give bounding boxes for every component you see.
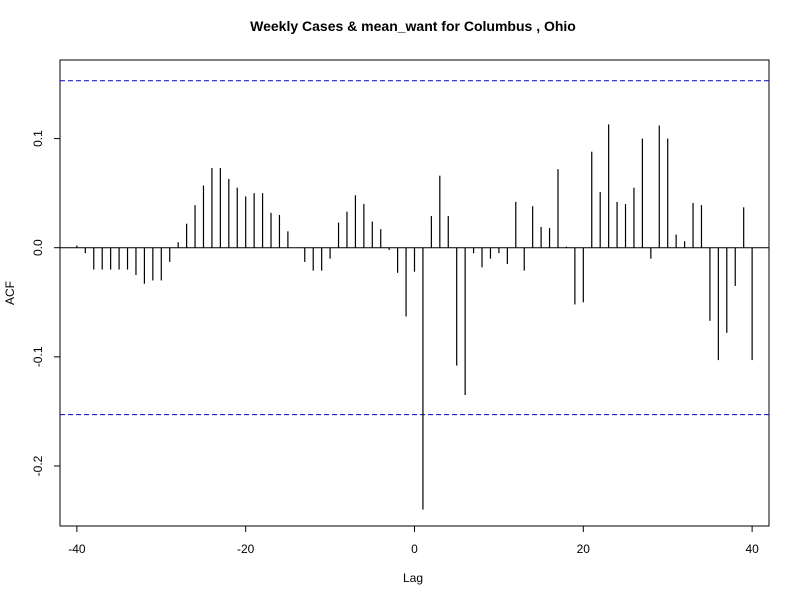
- x-tick-label: -20: [237, 542, 255, 556]
- x-tick-label: 0: [411, 542, 418, 556]
- x-tick-label: 20: [577, 542, 591, 556]
- chart-title: Weekly Cases & mean_want for Columbus , …: [250, 18, 576, 34]
- confidence-bounds: [60, 80, 769, 416]
- y-tick-label: -0.2: [31, 455, 45, 476]
- x-tick-label: -40: [68, 542, 86, 556]
- y-tick-label: 0.0: [31, 239, 45, 256]
- y-tick-label: 0.1: [31, 130, 45, 147]
- x-axis: -40 -20 0 20 40: [68, 526, 759, 556]
- y-tick-label: -0.1: [31, 346, 45, 367]
- acf-bars: [76, 124, 753, 510]
- x-axis-label: Lag: [403, 571, 423, 585]
- y-axis: -0.2 -0.1 0.0 0.1: [31, 130, 60, 476]
- y-axis-label: ACF: [3, 281, 17, 305]
- x-tick-label: 40: [745, 542, 759, 556]
- plot-frame: [59, 59, 770, 527]
